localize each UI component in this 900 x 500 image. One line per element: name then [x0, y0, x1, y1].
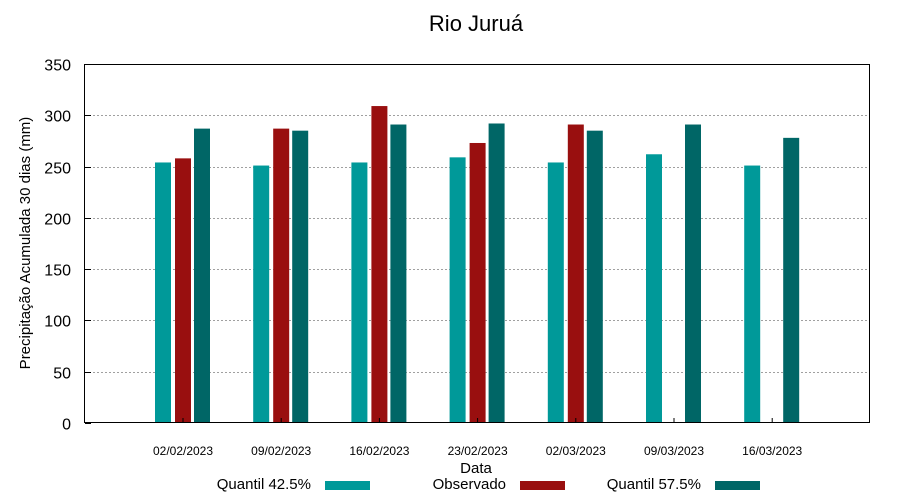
bar: [469, 142, 486, 424]
chart-title: Rio Juruá: [429, 11, 524, 36]
bar: [194, 128, 210, 423]
legend-label: Quantil 42.5%: [217, 476, 311, 493]
x-tick-label: 02/02/2023: [153, 444, 213, 458]
bar: [567, 124, 584, 423]
y-axis-label: Precipitação Acumulada 30 dias (mm): [17, 117, 34, 370]
x-tick-label: 16/03/2023: [742, 444, 802, 458]
bar: [449, 157, 466, 423]
bar: [586, 130, 603, 423]
bar: [783, 137, 800, 423]
legend-label: Observado: [433, 476, 506, 493]
y-axis-ticks: 0 50 100 150 200 250 300 350: [44, 58, 91, 434]
bar: [646, 154, 662, 423]
bar: [292, 130, 309, 423]
bar: [155, 162, 171, 423]
bar: [547, 162, 564, 423]
bar: [371, 106, 388, 423]
x-axis-ticks: 02/02/2023 09/02/2023 16/02/2023 23/02/2023…: [153, 418, 803, 458]
bar: [744, 165, 761, 423]
legend: Quantil 42.5% Observado Quantil 57.5%: [217, 476, 760, 493]
y-tick-label: 100: [44, 314, 71, 331]
bar: [390, 124, 407, 423]
bars: [155, 106, 800, 424]
x-tick-label: 16/02/2023: [349, 444, 409, 458]
bar: [253, 165, 270, 423]
bar: [273, 128, 290, 423]
bar: [351, 162, 368, 423]
x-tick-label: 09/03/2023: [644, 444, 704, 458]
y-tick-label: 0: [62, 417, 71, 434]
legend-swatch: [325, 481, 370, 490]
bar: [685, 124, 701, 423]
y-tick-label: 350: [44, 58, 71, 75]
plot-frame: [84, 64, 870, 423]
x-tick-label: 02/03/2023: [546, 444, 606, 458]
bar: [175, 158, 191, 423]
legend-swatch: [715, 481, 760, 490]
y-tick-label: 150: [44, 263, 71, 280]
legend-swatch: [520, 481, 565, 490]
x-axis-label: Data: [460, 460, 492, 477]
x-tick-label: 23/02/2023: [448, 444, 508, 458]
bar: [488, 123, 505, 424]
x-tick-label: 09/02/2023: [251, 444, 311, 458]
y-tick-label: 250: [44, 161, 71, 178]
y-tick-label: 300: [44, 109, 71, 126]
legend-label: Quantil 57.5%: [607, 476, 701, 493]
y-tick-label: 200: [44, 212, 71, 229]
y-tick-label: 50: [53, 366, 71, 383]
